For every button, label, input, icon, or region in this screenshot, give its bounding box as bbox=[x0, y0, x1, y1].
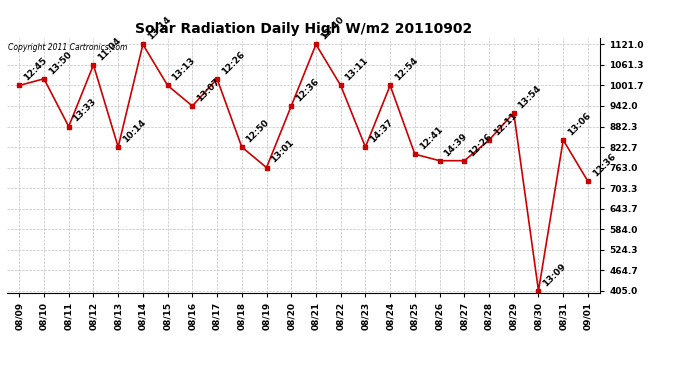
Text: 11:04: 11:04 bbox=[96, 36, 123, 62]
Text: 13:13: 13:13 bbox=[170, 56, 197, 82]
Text: 12:11: 12:11 bbox=[492, 111, 518, 137]
Text: 13:01: 13:01 bbox=[269, 138, 296, 165]
Text: Copyright 2011 Cartronics.com: Copyright 2011 Cartronics.com bbox=[8, 43, 128, 52]
Text: 12:26: 12:26 bbox=[220, 50, 246, 76]
Text: 12:36: 12:36 bbox=[591, 152, 618, 178]
Text: 13:09: 13:09 bbox=[541, 261, 568, 288]
Text: 10:14: 10:14 bbox=[121, 118, 148, 144]
Text: 13:40: 13:40 bbox=[319, 15, 346, 42]
Text: 14:39: 14:39 bbox=[442, 131, 469, 158]
Text: 14:37: 14:37 bbox=[368, 117, 395, 144]
Title: Solar Radiation Daily High W/m2 20110902: Solar Radiation Daily High W/m2 20110902 bbox=[135, 22, 472, 36]
Text: 13:14: 13:14 bbox=[146, 15, 172, 42]
Text: 13:33: 13:33 bbox=[72, 97, 98, 124]
Text: 12:54: 12:54 bbox=[393, 56, 420, 82]
Text: 12:36: 12:36 bbox=[294, 76, 321, 103]
Text: 12:41: 12:41 bbox=[417, 125, 444, 152]
Text: 12:26: 12:26 bbox=[467, 131, 494, 158]
Text: 13:06: 13:06 bbox=[566, 111, 593, 137]
Text: 13:54: 13:54 bbox=[517, 83, 543, 110]
Text: 12:50: 12:50 bbox=[244, 118, 271, 144]
Text: 13:50: 13:50 bbox=[47, 50, 73, 76]
Text: 13:07: 13:07 bbox=[195, 76, 221, 103]
Text: 12:45: 12:45 bbox=[22, 56, 49, 82]
Text: 13:11: 13:11 bbox=[344, 56, 370, 82]
